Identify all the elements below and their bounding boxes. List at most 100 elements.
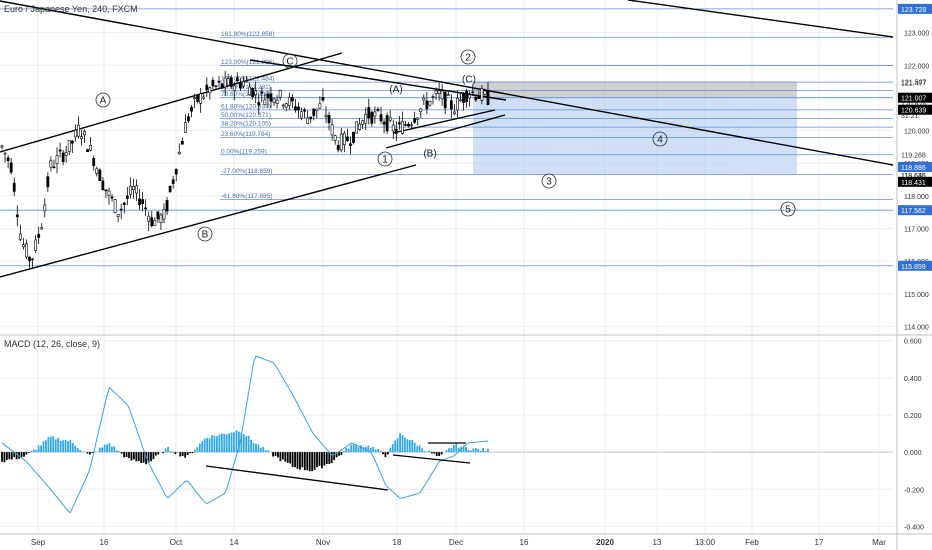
macd-histogram-bar	[267, 450, 270, 453]
candle-body	[104, 189, 108, 192]
candle-body	[373, 111, 377, 117]
macd-histogram-bar	[374, 449, 377, 453]
macd-histogram-bar	[362, 447, 365, 453]
candle-body	[382, 121, 386, 125]
projection-box-dark	[473, 81, 797, 98]
wave-label: 2	[465, 53, 471, 64]
macd-histogram-bar	[169, 451, 172, 453]
candle-body	[272, 98, 276, 103]
macd-histogram-bar	[25, 452, 28, 455]
macd-axis-tick-label: 0.600	[904, 339, 922, 346]
price-tag-background	[898, 260, 932, 271]
candle-body	[345, 136, 349, 142]
candle-body	[187, 116, 190, 122]
macd-histogram-bar	[164, 448, 167, 453]
candle-body	[193, 97, 196, 99]
macd-histogram-bar	[8, 452, 11, 460]
candle-body	[223, 77, 227, 88]
candle-body	[306, 117, 310, 124]
candle-body	[379, 114, 383, 122]
candle-body	[245, 80, 248, 83]
candle-body	[177, 151, 181, 155]
macd-histogram-bar	[335, 452, 338, 458]
candle-body	[239, 82, 242, 89]
time-axis-tick-label: 13:00	[695, 538, 716, 547]
candle-body	[15, 214, 19, 218]
candle-body	[339, 133, 343, 151]
macd-histogram-bar	[23, 452, 25, 457]
candle-body	[138, 198, 141, 206]
candle-body	[61, 152, 65, 162]
price-axis-tick-label: 114.000	[904, 324, 929, 331]
candle-body	[352, 131, 355, 143]
macd-histogram-bar	[408, 440, 411, 453]
symbol-title: Euro / Japanese Yen, 240, FXCM	[4, 4, 138, 14]
macd-histogram-bar	[369, 447, 372, 453]
candle-body	[119, 208, 123, 211]
macd-histogram-bar	[76, 448, 79, 453]
candle-body	[232, 85, 236, 92]
wave-label: 5	[785, 205, 791, 216]
macd-histogram-bar	[145, 452, 147, 465]
macd-histogram-bar	[5, 452, 8, 461]
candle-body	[122, 202, 126, 205]
macd-histogram-bar	[213, 435, 216, 453]
candle-body	[428, 101, 432, 106]
macd-histogram-bar	[452, 444, 455, 453]
candle-body	[0, 145, 4, 148]
macd-histogram-bar	[399, 433, 401, 453]
trendline	[392, 109, 496, 134]
fib-level-label: 61.80%(120.634)	[221, 103, 271, 110]
candle-body	[83, 131, 86, 136]
macd-histogram-bar	[311, 452, 314, 472]
macd-histogram-bar	[291, 452, 294, 467]
candle-body	[312, 108, 316, 116]
candle-body	[180, 140, 184, 145]
wave-label: (B)	[423, 149, 436, 160]
macd-histogram-bar	[279, 452, 282, 462]
candle-body	[73, 129, 77, 138]
macd-histogram-bar	[113, 446, 116, 453]
candle-body	[462, 92, 465, 103]
candle-body	[471, 91, 475, 94]
trendline	[0, 164, 417, 278]
macd-histogram-bar	[37, 445, 40, 453]
candle-body	[477, 96, 481, 99]
macd-histogram-bar	[135, 452, 138, 462]
macd-histogram-bar	[360, 445, 362, 453]
macd-histogram-bar	[343, 451, 345, 453]
macd-histogram-bar	[416, 446, 419, 453]
candle-body	[196, 94, 200, 102]
macd-histogram-bar	[120, 452, 123, 454]
candle-body	[135, 185, 138, 194]
macd-histogram-bar	[101, 447, 104, 453]
price-axis-label: 121.477	[901, 80, 926, 87]
fib-level-label: 161.80%(122.858)	[221, 31, 275, 38]
price-tag-background	[898, 161, 932, 172]
macd-histogram-bar	[262, 446, 265, 453]
price-axis-tick-label: 120.000	[904, 129, 929, 136]
candle-body	[419, 108, 423, 113]
candle-body	[425, 100, 429, 110]
price-tag-background	[898, 205, 932, 216]
macd-histogram-bar	[86, 452, 89, 454]
candle-body	[165, 200, 169, 212]
wave-label-circle	[652, 131, 668, 147]
macd-histogram-bar	[154, 452, 157, 456]
candle-body	[294, 106, 297, 111]
candle-body	[18, 233, 22, 240]
candle-body	[324, 114, 328, 117]
price-axis-label: 123.728	[901, 7, 926, 14]
candle-body	[150, 217, 154, 227]
candle-body	[183, 122, 187, 133]
macd-histogram-bar	[438, 452, 441, 456]
fib-level-label: 78.60%(121.008)	[221, 91, 271, 98]
price-tag-background	[898, 3, 932, 14]
wave-label: A	[100, 96, 107, 107]
macd-histogram-bar	[128, 452, 130, 459]
macd-histogram-bar	[477, 448, 480, 453]
candle-body	[49, 160, 53, 168]
candle-body	[128, 185, 132, 195]
candle-body	[358, 123, 362, 130]
